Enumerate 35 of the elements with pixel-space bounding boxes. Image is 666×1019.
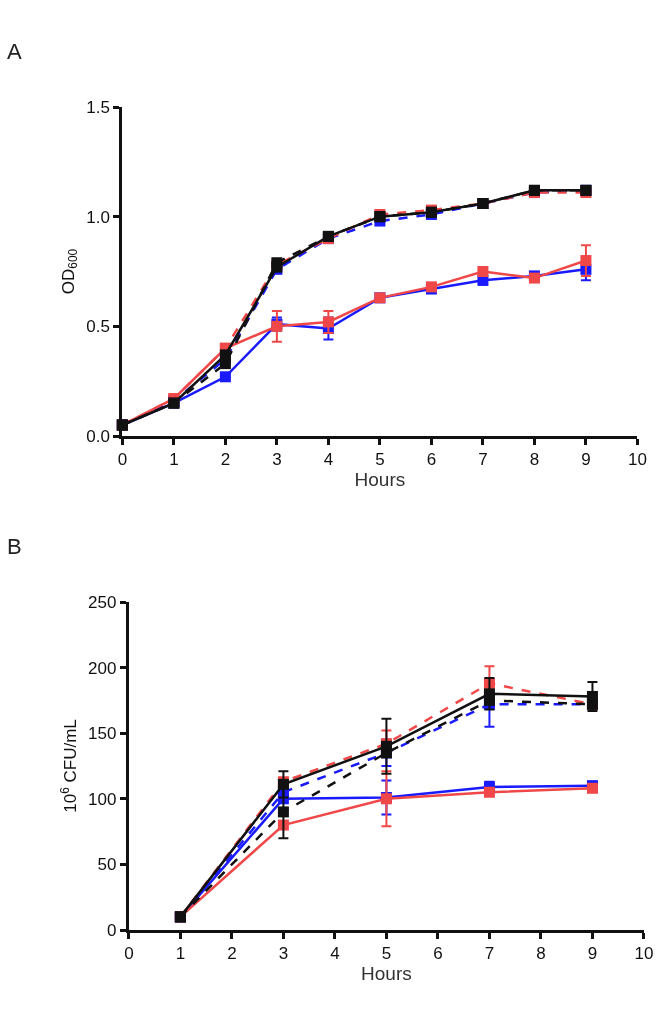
y-tick-label: 0: [107, 920, 117, 940]
x-tick-label: 10: [634, 944, 654, 964]
x-tick-label: 5: [375, 450, 385, 470]
x-tick-label: 8: [529, 450, 540, 470]
x-tick-label: 5: [381, 944, 392, 964]
x-tick-label: 2: [227, 944, 237, 964]
x-tick-label: 4: [330, 944, 340, 964]
x-tick-label: 6: [426, 450, 437, 470]
y-tick-label: 0.5: [86, 317, 110, 337]
x-tick-label: 9: [581, 450, 591, 470]
y-tick-label: 0.0: [86, 426, 110, 446]
x-tick-label: 6: [433, 944, 443, 964]
x-tick-label: 1: [169, 450, 179, 470]
y-tick-label: 1.0: [86, 207, 110, 227]
y-tick-label: 200: [88, 658, 117, 678]
y-tick-label: 1.5: [86, 97, 110, 117]
x-tick-label: 1: [175, 944, 186, 964]
text: B: [7, 534, 22, 559]
y-tick-label: 250: [88, 592, 117, 612]
x-tick-label: 4: [323, 450, 334, 470]
x-tick-label: 0: [124, 944, 134, 964]
y-tick-label: 100: [88, 789, 117, 809]
y-tick-label: 50: [97, 855, 117, 875]
x-axis-title: Hours: [361, 963, 412, 985]
y-tick-label: 150: [88, 724, 117, 744]
text: A: [7, 39, 22, 64]
x-tick-label: 3: [278, 944, 289, 964]
x-tick-label: 3: [272, 450, 282, 470]
x-tick-label: 7: [478, 450, 488, 470]
x-tick-label: 8: [536, 944, 546, 964]
x-tick-label: 9: [587, 944, 598, 964]
x-axis-title: Hours: [354, 469, 406, 491]
x-tick-label: 2: [220, 450, 231, 470]
x-tick-label: 7: [484, 944, 495, 964]
x-tick-label: 10: [627, 450, 647, 470]
